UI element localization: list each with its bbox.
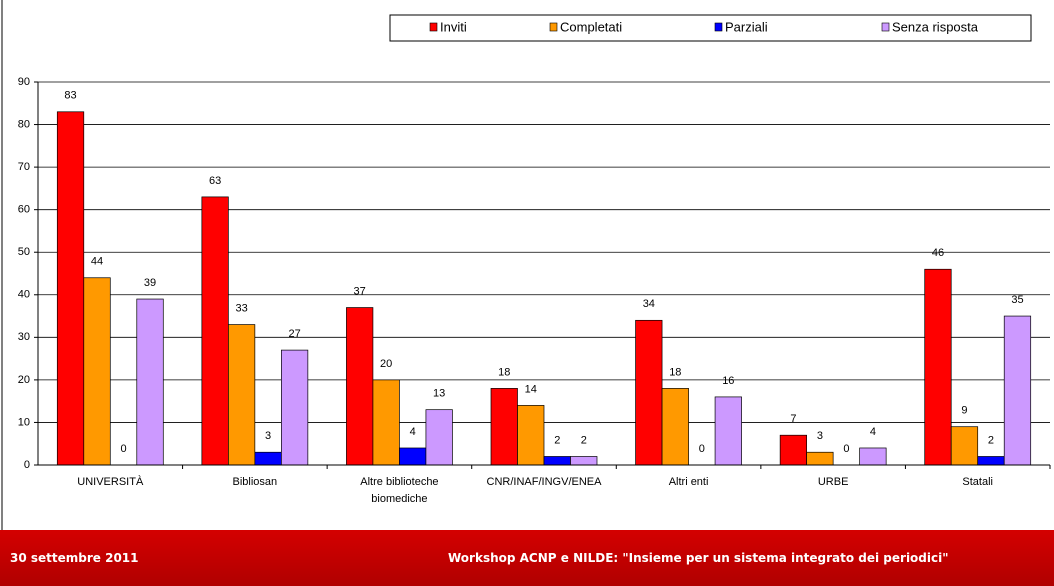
data-label: 2 [581,434,587,446]
data-label: 35 [1011,294,1023,306]
bar [517,405,545,466]
data-label: 7 [790,413,796,425]
data-label: 4 [870,426,876,438]
data-label: 37 [354,285,366,297]
y-tick-label: 80 [18,118,30,130]
y-tick-label: 20 [18,374,30,386]
data-label: 44 [91,256,103,268]
legend-label: Parziali [725,19,768,34]
bar [924,268,952,466]
legend-swatch [549,22,558,32]
bar [635,319,663,466]
data-label: 63 [209,175,221,187]
data-label: 3 [265,430,271,442]
data-label: 39 [144,277,156,289]
y-tick-label: 60 [18,204,30,216]
data-label: 33 [235,302,247,314]
bar [950,426,979,466]
bar [1003,315,1032,466]
data-label: 2 [988,434,994,446]
bar [399,447,427,466]
data-label: 16 [722,375,734,387]
bar [425,409,453,466]
data-label: 9 [961,405,967,417]
footer-date: 30 settembre 2011 [10,551,139,565]
legend-swatch [429,22,438,32]
legend-label: Senza risposta [892,19,979,34]
legend-label: Inviti [440,19,467,34]
y-tick-label: 0 [24,459,30,471]
x-tick-label: Statali [962,476,993,488]
bar [83,277,111,466]
bar [254,451,282,466]
y-tick-label: 30 [18,331,30,343]
x-tick-label: Bibliosan [232,476,278,488]
bar [228,324,256,466]
x-tick-label: UNIVERSITÀ [77,476,144,488]
bar [661,388,689,466]
y-tick-label: 50 [18,246,30,258]
bar [346,307,374,466]
bar [806,451,834,466]
data-label: 0 [843,443,849,455]
legend-label: Completati [560,19,622,34]
bar [56,111,85,466]
bar [779,434,807,466]
legend-swatch [881,22,890,32]
x-tick-label: Altre biblioteche biomediche [360,476,439,505]
data-label: 4 [410,426,416,438]
data-label: 0 [120,443,126,455]
y-tick-label: 70 [18,161,30,173]
data-label: 20 [380,358,392,370]
data-label: 14 [525,383,537,395]
y-tick-label: 40 [18,289,30,301]
x-tick-label: URBE [817,476,849,488]
data-label: 46 [932,247,944,259]
legend-box [389,14,1032,42]
data-label: 27 [288,328,300,340]
legend-swatch [714,22,723,32]
data-label: 34 [643,298,655,310]
data-label: 0 [699,443,705,455]
bar [201,196,229,466]
data-label: 3 [817,430,823,442]
footer-event: Workshop ACNP e NILDE: "Insieme per un s… [448,551,949,565]
bar [859,447,887,466]
y-tick-label: 10 [18,416,30,428]
bar [543,456,571,466]
x-tick-label: CNR/INAF/INGV/ENEA [486,476,602,488]
y-tick-label: 90 [18,76,30,88]
bar [570,456,598,466]
data-label: 83 [64,90,76,102]
data-label: 13 [433,388,445,400]
data-label: 18 [669,366,681,378]
bar [136,298,164,466]
bar [714,396,742,466]
bar [281,349,309,466]
data-label: 18 [498,366,510,378]
data-label: 2 [554,434,560,446]
x-tick-label: Altri enti [668,476,709,488]
bar [977,456,1005,466]
footer: 30 settembre 2011 Workshop ACNP e NILDE:… [0,530,1054,586]
bar [372,379,400,466]
bar [490,388,518,466]
